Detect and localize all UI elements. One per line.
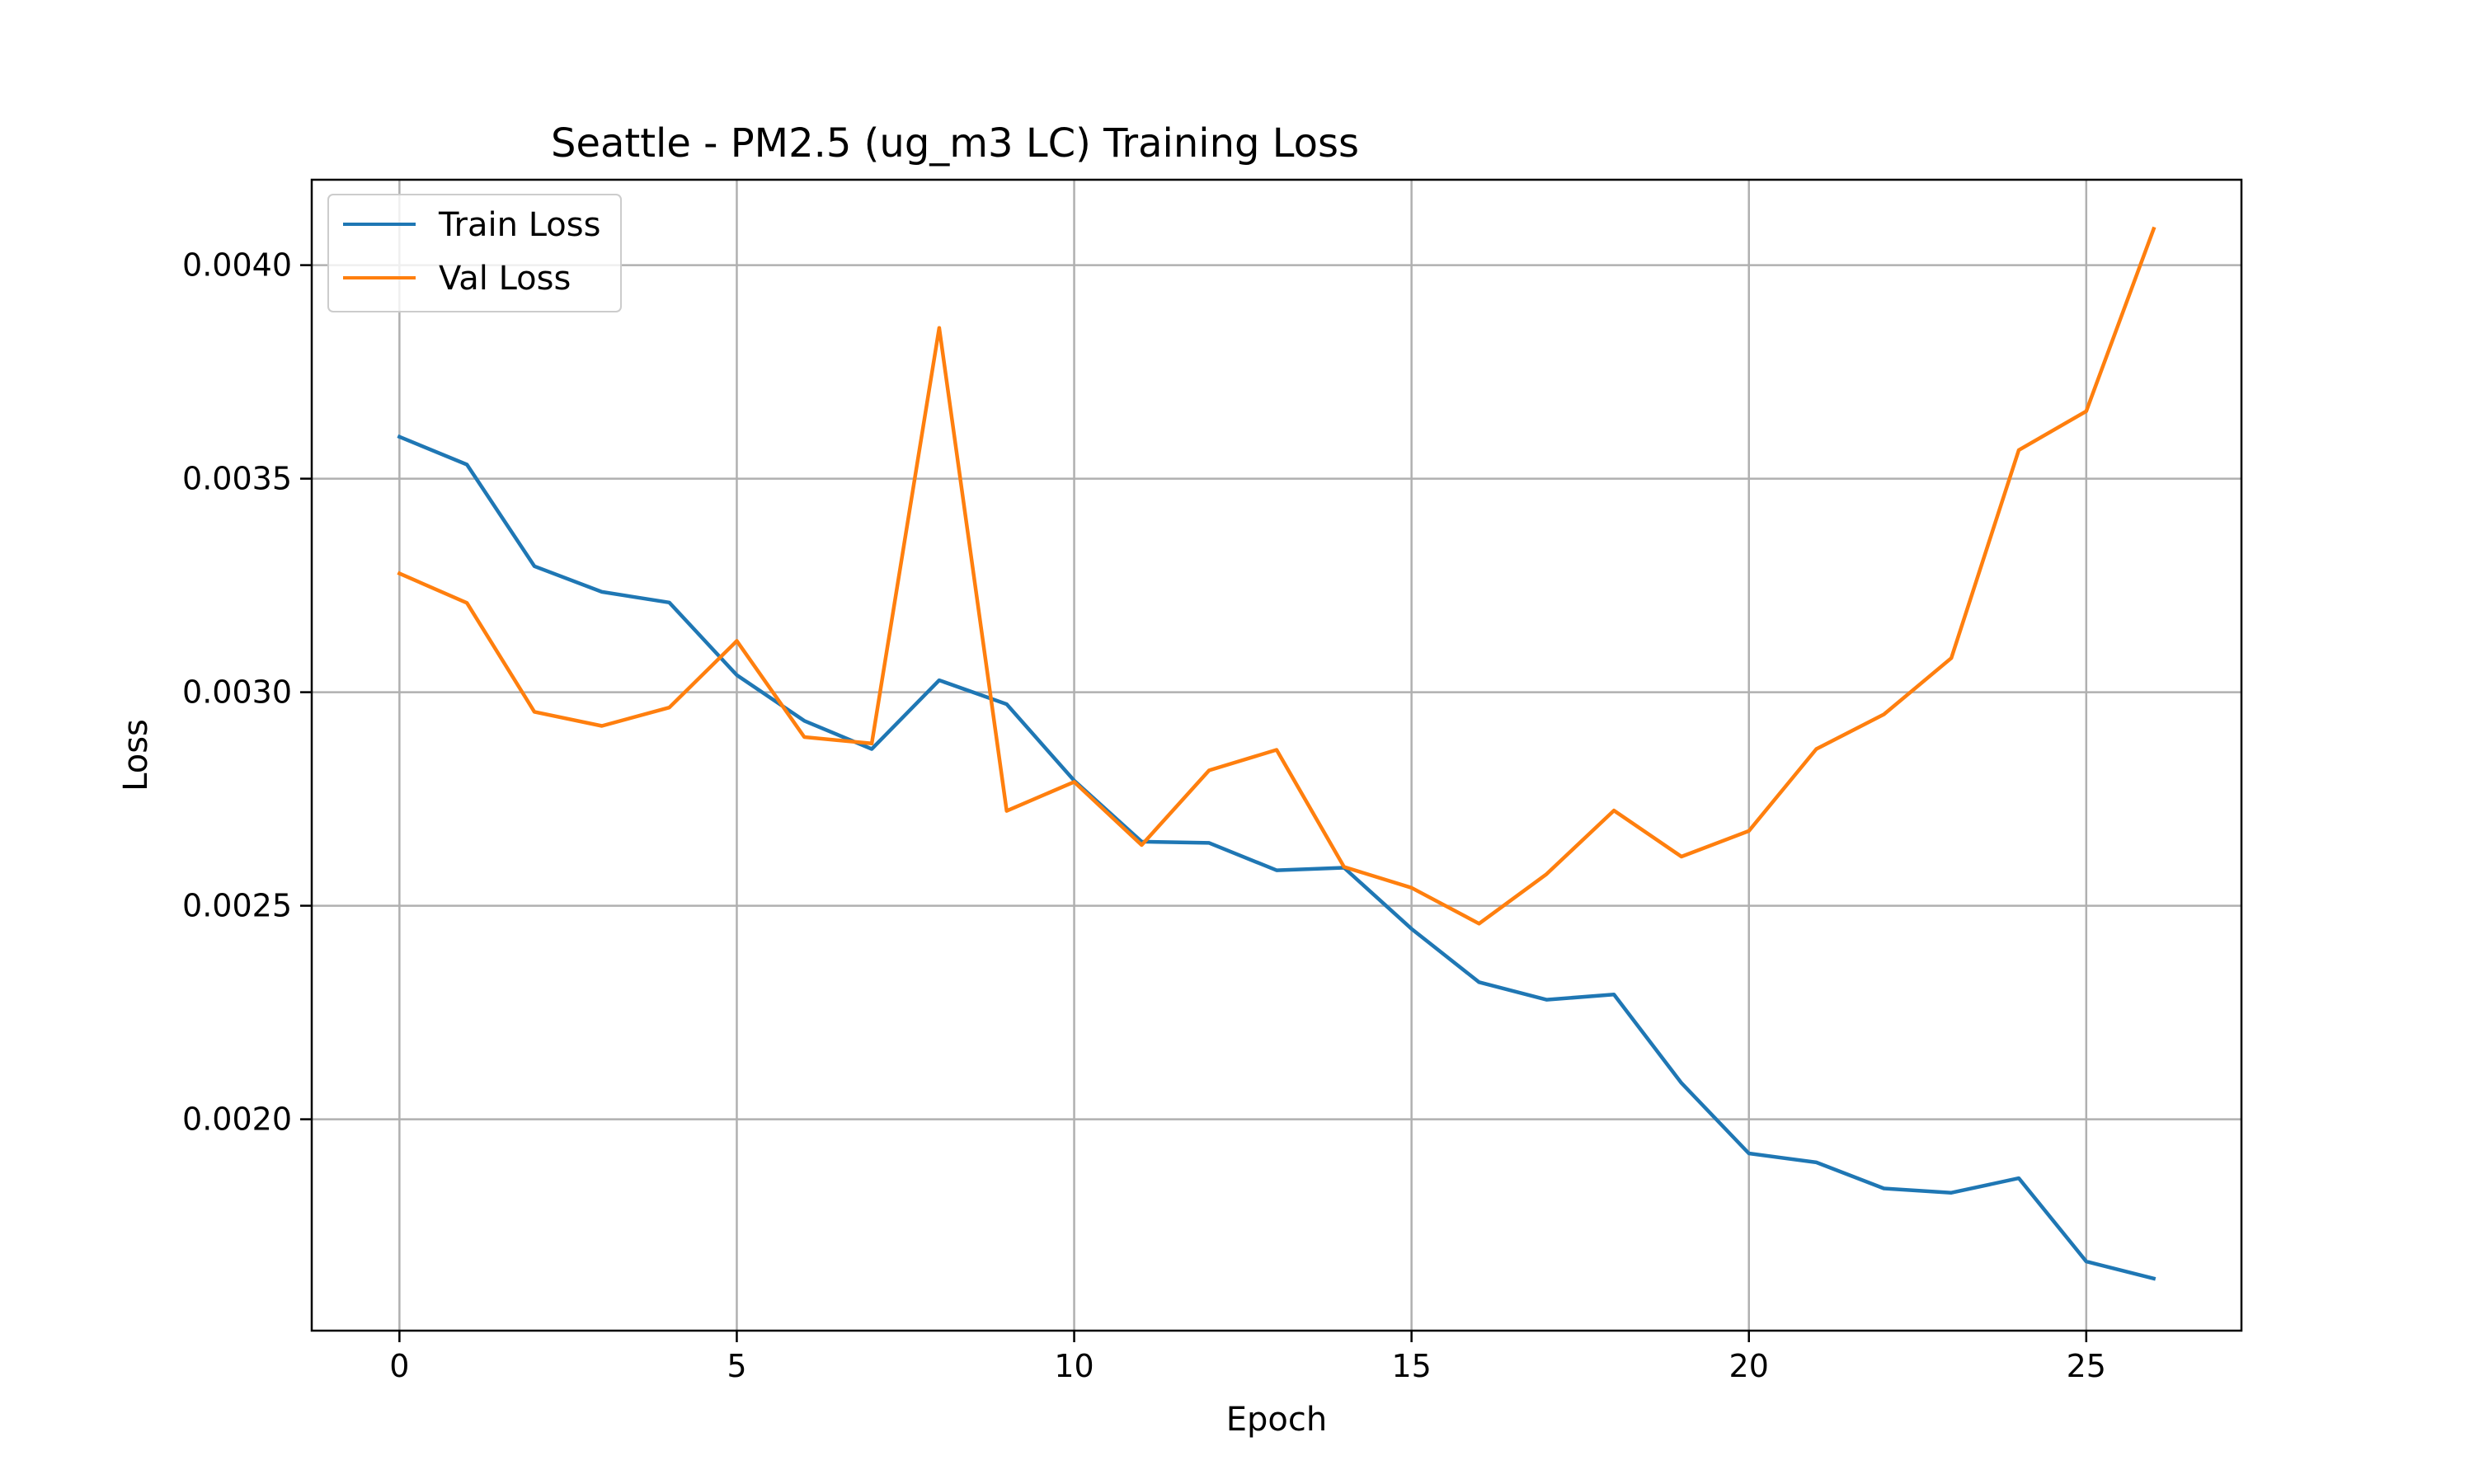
y-axis-ticks: 0.0020 0.0025 0.0030 0.0035 0.0040 (182, 247, 312, 1138)
x-axis-ticks: 0 5 10 15 20 25 (389, 1331, 2106, 1384)
series-lines (397, 226, 2157, 1281)
chart-title: Seattle - PM2.5 (ug_m3 LC) Training Loss (551, 120, 1359, 167)
x-axis-label: Epoch (1226, 1401, 1327, 1439)
plot-frame (310, 178, 2243, 1332)
legend-label-val-loss: Val Loss (439, 260, 571, 298)
x-tick-label: 0 (389, 1348, 409, 1384)
series-line-val-loss (397, 226, 2157, 926)
x-tick-label: 10 (1054, 1348, 1094, 1384)
y-axis-label: Loss (117, 719, 155, 791)
y-tick-label: 0.0035 (182, 461, 292, 497)
y-tick-label: 0.0020 (182, 1101, 292, 1138)
grid-lines (312, 180, 2241, 1331)
x-tick-label: 15 (1391, 1348, 1431, 1384)
y-tick-label: 0.0025 (182, 888, 292, 924)
x-tick-label: 25 (2067, 1348, 2106, 1384)
y-tick-label: 0.0030 (182, 674, 292, 711)
x-tick-label: 5 (727, 1348, 746, 1384)
x-tick-label: 20 (1729, 1348, 1769, 1384)
legend: Train Loss Val Loss (327, 194, 622, 312)
series-line-train-loss (397, 434, 2157, 1281)
y-tick-label: 0.0040 (182, 247, 292, 284)
legend-label-train-loss: Train Loss (438, 206, 600, 244)
